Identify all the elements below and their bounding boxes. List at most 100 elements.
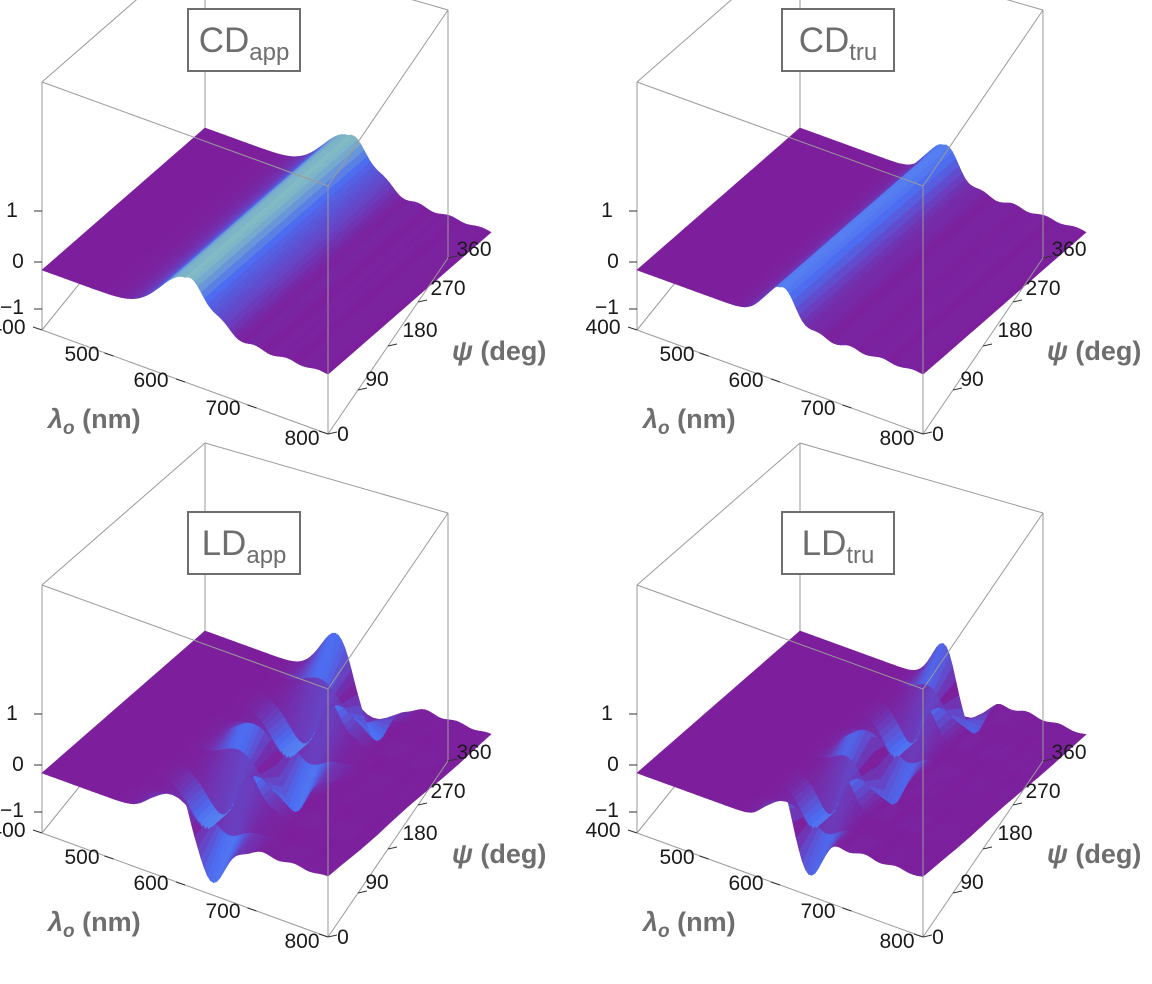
box-edge xyxy=(41,81,329,187)
z-tick-label: 1 xyxy=(6,199,18,222)
panel-title: LDapp xyxy=(187,511,301,575)
box-edge xyxy=(327,512,449,690)
x-axis-symbol: λ xyxy=(641,404,658,434)
x-axis-unit: (nm) xyxy=(75,404,141,434)
x-tick-label: 700 xyxy=(800,397,835,420)
x-tick-mark xyxy=(913,430,924,435)
x-tick-label: 400 xyxy=(585,316,620,339)
y-tick-mark xyxy=(1012,802,1023,806)
title-subscript: app xyxy=(249,39,289,66)
x-tick-label: 600 xyxy=(728,872,763,895)
x-tick-mark xyxy=(770,881,781,886)
y-tick-label: 270 xyxy=(1025,277,1060,300)
y-axis-unit: (deg) xyxy=(473,336,547,366)
x-axis-subscript: o xyxy=(658,921,670,942)
x-tick-mark xyxy=(247,907,257,912)
y-axis-label: ψ (deg) xyxy=(452,839,546,869)
box-edge xyxy=(636,0,732,83)
x-tick-label: 700 xyxy=(205,900,240,923)
y-tick-label: 90 xyxy=(960,368,983,391)
x-tick-label: 800 xyxy=(284,930,319,953)
z-tick-label: 1 xyxy=(6,702,18,725)
title-frame xyxy=(187,511,301,575)
box-edge xyxy=(327,9,449,187)
title-frame xyxy=(781,511,895,575)
box-edge xyxy=(799,442,1044,514)
y-tick-label: 360 xyxy=(456,238,491,261)
y-axis-symbol: ψ xyxy=(452,336,473,366)
surface xyxy=(636,127,1087,375)
y-tick-mark xyxy=(982,343,993,347)
y-tick-label: 360 xyxy=(456,741,491,764)
x-tick-mark xyxy=(842,404,852,409)
y-axis-unit: (deg) xyxy=(1068,336,1142,366)
title-text: LDtru xyxy=(802,524,875,569)
y-tick-label: 180 xyxy=(997,822,1032,845)
y-tick-mark xyxy=(327,934,338,938)
box-edge xyxy=(922,512,1044,690)
y-axis-symbol: ψ xyxy=(1047,336,1068,366)
x-tick-mark xyxy=(318,933,329,938)
title-main: LD xyxy=(202,524,247,563)
z-tick-label: 0 xyxy=(607,753,619,776)
panel-title: CDapp xyxy=(187,8,301,72)
box-edge xyxy=(636,442,801,586)
z-tick-label: −1 xyxy=(0,296,24,319)
surface-patch xyxy=(41,758,63,775)
z-tick-label: 0 xyxy=(607,250,619,273)
y-tick-label: 270 xyxy=(430,780,465,803)
x-tick-label: 400 xyxy=(0,819,26,842)
box-edge xyxy=(41,442,206,586)
y-tick-mark xyxy=(357,890,368,894)
surface xyxy=(41,127,492,375)
x-tick-label: 500 xyxy=(64,846,99,869)
x-axis-label: λo (nm) xyxy=(641,907,736,942)
y-axis-symbol: ψ xyxy=(1047,839,1068,869)
x-axis-label: λo (nm) xyxy=(46,404,141,439)
y-tick-mark xyxy=(357,387,368,391)
x-tick-label: 700 xyxy=(205,397,240,420)
x-tick-mark xyxy=(770,378,781,383)
y-tick-mark xyxy=(417,802,428,806)
surface-patch xyxy=(636,255,658,272)
z-tick-label: −1 xyxy=(595,799,619,822)
x-tick-mark xyxy=(175,881,186,886)
y-axis-unit: (deg) xyxy=(1068,839,1142,869)
x-tick-mark xyxy=(913,933,924,938)
y-tick-label: 90 xyxy=(365,368,388,391)
x-axis-label: λo (nm) xyxy=(641,404,736,439)
title-main: LD xyxy=(802,524,847,563)
z-tick-label: −1 xyxy=(595,296,619,319)
box-edge xyxy=(636,81,924,187)
title-frame xyxy=(781,8,895,72)
x-tick-mark xyxy=(104,352,114,357)
x-tick-label: 800 xyxy=(879,930,914,953)
x-tick-mark xyxy=(627,829,638,834)
x-tick-label: 400 xyxy=(0,316,26,339)
title-main: CD xyxy=(199,21,250,60)
chart-panel: 400 500 600 700 800 0 90 180 270 360 1 0 −1 λo (nm) ψ … xyxy=(585,442,1142,953)
title-text: CDtru xyxy=(799,21,878,66)
x-tick-label: 800 xyxy=(879,427,914,450)
y-tick-label: 90 xyxy=(365,871,388,894)
title-frame xyxy=(187,8,301,72)
surface-patch xyxy=(41,255,63,272)
y-tick-mark xyxy=(952,890,963,894)
y-tick-mark xyxy=(922,934,933,938)
box-edge xyxy=(636,584,924,690)
x-tick-mark xyxy=(699,352,709,357)
box-edge xyxy=(922,9,1044,187)
y-axis-unit: (deg) xyxy=(473,839,547,869)
x-axis-symbol: λ xyxy=(641,907,658,937)
x-tick-mark xyxy=(247,404,257,409)
y-tick-mark xyxy=(447,255,458,259)
chart-panel: 400 500 600 700 800 0 90 180 270 360 1 0 −1 λo (nm) ψ … xyxy=(0,0,546,450)
x-tick-mark xyxy=(175,378,186,383)
y-tick-mark xyxy=(1042,255,1053,259)
y-tick-label: 360 xyxy=(1051,238,1086,261)
x-axis-unit: (nm) xyxy=(670,404,736,434)
y-tick-mark xyxy=(387,343,398,347)
x-tick-label: 500 xyxy=(659,846,694,869)
y-tick-mark xyxy=(327,431,338,435)
